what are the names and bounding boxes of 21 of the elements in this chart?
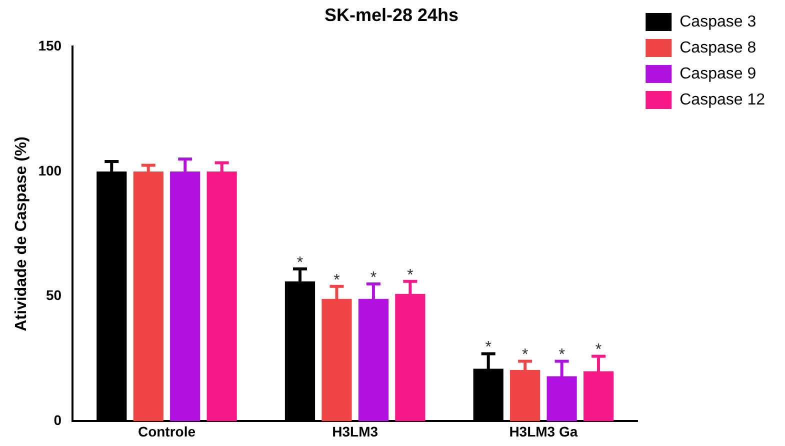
legend-label: Caspase 3 xyxy=(680,13,756,30)
annotation: * xyxy=(334,272,340,289)
x-tick-label: Controle xyxy=(138,423,196,440)
y-tick-label: 150 xyxy=(38,37,62,54)
annotation: * xyxy=(370,269,377,286)
y-tick-label: 100 xyxy=(38,162,62,178)
annotation: * xyxy=(558,346,565,364)
y-axis-title: Atividade de Caspase (%) xyxy=(13,136,30,332)
x-tick-label: H3LM3 Ga xyxy=(509,423,578,440)
legend-label: Caspase 12 xyxy=(680,91,766,108)
legend-label: Caspase 9 xyxy=(680,65,756,82)
annotation: * xyxy=(522,346,528,364)
annotation: * xyxy=(485,339,492,356)
chart-title: SK-mel-28 24hs xyxy=(324,4,459,25)
legend-label: Caspase 8 xyxy=(680,39,756,56)
annotation: * xyxy=(595,342,602,359)
y-tick-label: 50 xyxy=(46,287,62,304)
annotation: * xyxy=(407,266,414,284)
y-tick-label: 0 xyxy=(54,412,62,428)
x-tick-label: H3LM3 xyxy=(332,423,378,440)
annotation: * xyxy=(296,254,304,272)
